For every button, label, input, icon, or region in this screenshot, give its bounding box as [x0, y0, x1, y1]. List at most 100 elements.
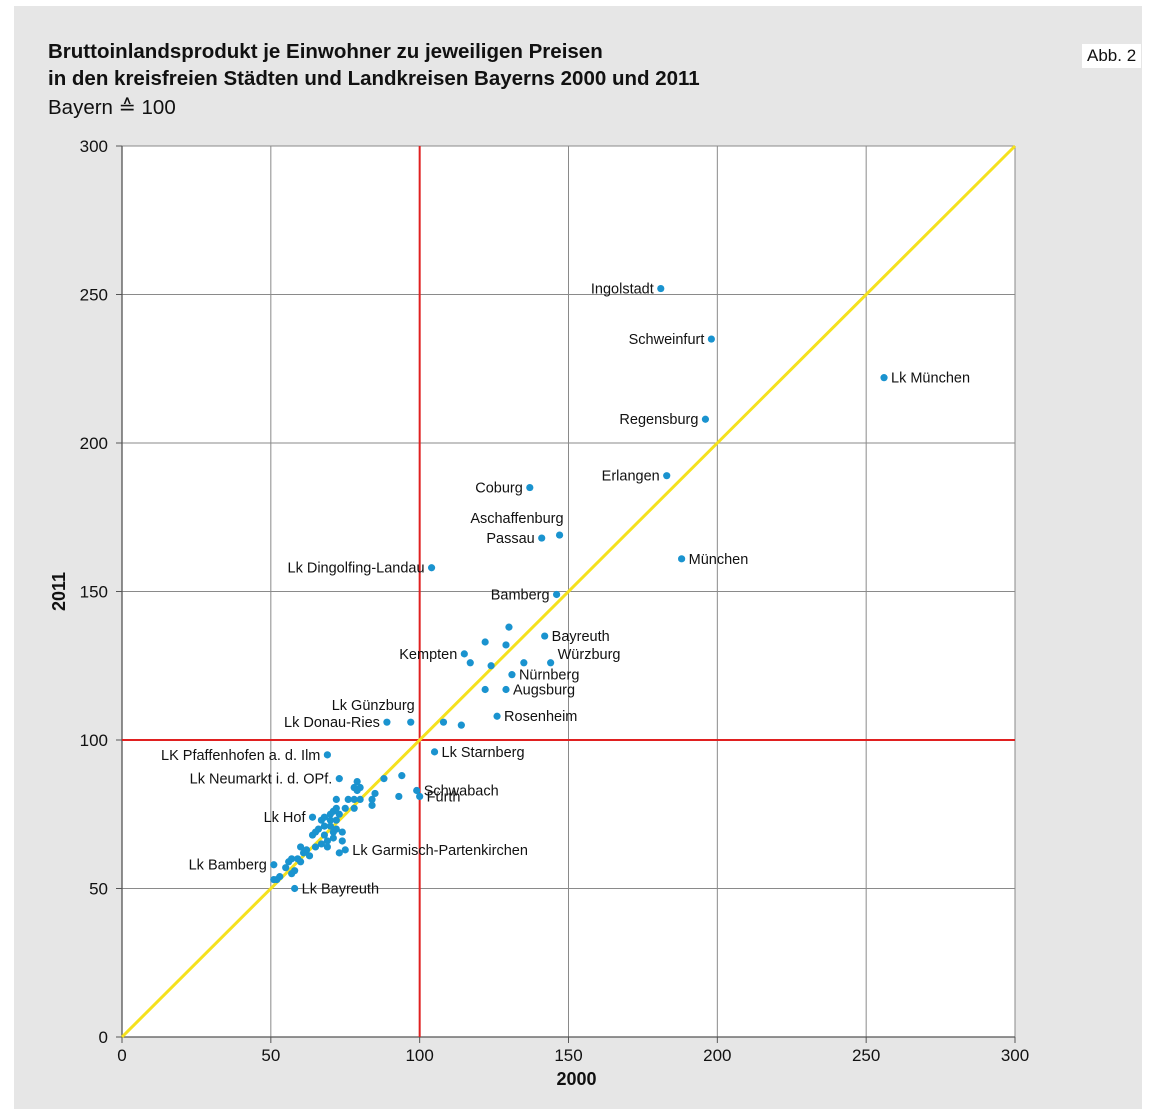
data-point: [291, 884, 299, 893]
data-point: [308, 831, 317, 839]
data-point: [326, 810, 334, 818]
data-point: [538, 534, 546, 542]
data-point: [880, 374, 888, 382]
point-label: München: [689, 552, 749, 568]
data-point: [332, 795, 340, 804]
point-label: Lk Donau-Ries: [284, 715, 380, 731]
point-label: Lk Günzburg: [332, 698, 415, 714]
data-point: [457, 721, 465, 729]
data-point: [350, 804, 358, 812]
data-point: [317, 816, 326, 824]
data-point: [541, 632, 549, 640]
chart-title-line-2: in den kreisfreien Städten und Landkreis…: [48, 67, 700, 90]
data-point: [427, 564, 436, 572]
data-point: [341, 846, 349, 854]
data-point: [383, 718, 391, 726]
data-point: [288, 870, 296, 878]
point-label: Schweinfurt: [629, 332, 705, 348]
point-label: Schwabach: [424, 783, 499, 799]
data-point: [344, 795, 352, 804]
data-point: [335, 849, 343, 857]
x-tick-label-50: 50: [261, 1046, 280, 1065]
data-point: [398, 772, 406, 780]
data-point: [297, 843, 305, 851]
data-point: [294, 855, 302, 863]
x-axis-label: 2000: [556, 1069, 596, 1089]
data-point: [555, 531, 564, 539]
diagonal-line: [120, 144, 1017, 1039]
data-point: [368, 795, 376, 804]
x-tick-label-300: 300: [1001, 1046, 1029, 1065]
data-point: [502, 641, 510, 649]
y-axis-label: 2011: [49, 572, 69, 611]
data-point: [270, 861, 278, 869]
chart-title: Bruttoinlandsprodukt je Einwohner zu jew…: [48, 38, 700, 92]
point-label: Rosenheim: [504, 709, 577, 725]
data-point: [317, 840, 326, 848]
data-point: [305, 852, 314, 860]
data-point: [341, 804, 349, 812]
data-point: [335, 810, 343, 818]
point-label: Passau: [486, 531, 534, 547]
x-tick-label-0: 0: [117, 1046, 126, 1065]
point-label: Coburg: [475, 481, 523, 497]
data-point: [320, 822, 329, 830]
x-tick-label-200: 200: [703, 1046, 731, 1065]
data-point: [526, 483, 534, 492]
point-label: Lk Hof: [264, 810, 307, 826]
data-point: [466, 659, 474, 667]
point-label: Kempten: [399, 647, 457, 663]
data-point: [502, 685, 510, 694]
y-tick-label-200: 200: [80, 434, 108, 453]
data-point: [285, 858, 293, 866]
data-point: [493, 712, 501, 720]
point-label: Lk Starnberg: [442, 745, 525, 761]
point-label: Erlangen: [602, 469, 660, 485]
data-point: [416, 792, 424, 801]
data-point: [356, 795, 364, 804]
point-label: Lk Garmisch-Partenkirchen: [352, 843, 528, 859]
point-label: Lk Dingolfing-Landau: [288, 561, 425, 577]
data-point: [332, 816, 340, 824]
point-label: Lk Bamberg: [189, 858, 267, 874]
point-label: Würzburg: [558, 647, 621, 663]
data-point: [657, 284, 665, 293]
data-point: [326, 822, 334, 830]
x-tick-label-250: 250: [852, 1046, 880, 1065]
data-point: [368, 801, 376, 809]
data-point: [308, 813, 317, 821]
chart-subtitle: Bayern ≙ 100: [48, 96, 176, 119]
data-point: [335, 775, 343, 783]
data-point: [407, 718, 415, 726]
data-point: [552, 590, 561, 599]
data-point: [329, 834, 337, 842]
data-point: [323, 837, 331, 845]
data-point: [701, 415, 710, 423]
chart-title-line-1: Bruttoinlandsprodukt je Einwohner zu jew…: [48, 40, 603, 63]
y-tick-label-50: 50: [89, 880, 108, 899]
data-point: [520, 659, 528, 667]
point-label: Nürnberg: [519, 668, 579, 684]
data-point: [707, 335, 715, 343]
data-point: [270, 875, 278, 884]
data-point: [338, 828, 346, 836]
point-label: Lk München: [891, 371, 970, 387]
y-tick-label-0: 0: [99, 1028, 108, 1047]
data-point: [505, 623, 513, 631]
data-point: [371, 789, 379, 798]
data-point: [678, 555, 686, 563]
data-point: [430, 748, 439, 756]
data-point: [329, 828, 337, 836]
y-tick-label-250: 250: [80, 286, 108, 305]
y-tick-label-100: 100: [80, 731, 108, 750]
data-point: [299, 849, 308, 857]
data-point: [323, 843, 331, 851]
x-tick-label-100: 100: [405, 1046, 433, 1065]
data-point: [353, 786, 361, 795]
data-point: [487, 662, 495, 670]
point-label: Lk Neumarkt i. d. OPf.: [190, 772, 333, 788]
point-label: LK Pfaffenhofen a. d. Ilm: [161, 748, 320, 764]
data-point: [353, 777, 361, 786]
point-label: Aschaffenburg: [470, 511, 563, 527]
